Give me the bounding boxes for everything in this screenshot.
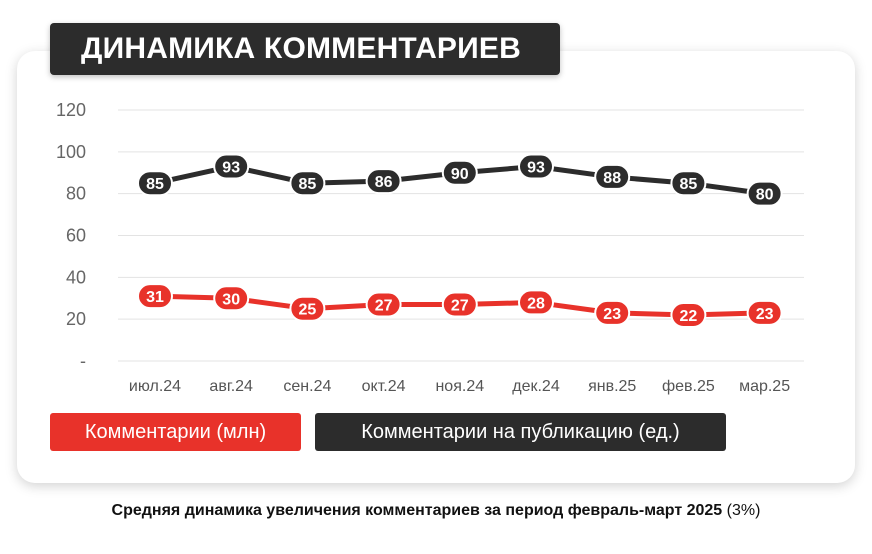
data-label: 30 <box>222 291 240 308</box>
legend-label: Комментарии на публикацию (ед.) <box>361 421 680 443</box>
data-marker <box>137 170 173 197</box>
data-label: 80 <box>756 187 774 204</box>
data-point: 28 <box>518 289 554 316</box>
caption-rest: (3%) <box>722 502 761 519</box>
y-tick-label: 120 <box>56 100 86 120</box>
data-marker <box>289 170 326 197</box>
data-marker <box>289 295 326 322</box>
data-marker <box>518 153 554 180</box>
data-point: 30 <box>213 285 250 312</box>
legend-label: Комментарии (млн) <box>84 421 267 443</box>
x-tick-label: мар.25 <box>739 378 790 395</box>
data-point: 31 <box>137 283 173 310</box>
data-label: 90 <box>451 166 469 183</box>
data-point: 23 <box>594 299 631 326</box>
chart-caption: Средняя динамика увеличения комментариев… <box>0 502 872 520</box>
data-marker <box>594 163 631 190</box>
chart-title: ДИНАМИКА КОММЕНТАРИЕВ <box>50 23 560 75</box>
data-label: 93 <box>527 159 545 176</box>
x-tick-label: фев.25 <box>662 378 715 395</box>
data-point: 27 <box>365 291 402 318</box>
data-marker <box>670 170 707 197</box>
y-tick-label: 100 <box>56 142 86 162</box>
data-point: 88 <box>594 163 631 190</box>
x-tick-label: янв.25 <box>588 378 636 395</box>
data-marker <box>670 301 707 328</box>
data-point: 93 <box>213 153 250 180</box>
data-marker <box>518 289 554 316</box>
data-marker <box>213 285 250 312</box>
legend-comments-mln: Комментарии (млн) <box>50 413 301 451</box>
data-label: 23 <box>756 306 774 323</box>
x-tick-label: ноя.24 <box>435 378 484 395</box>
x-tick-label: сен.24 <box>283 378 331 395</box>
data-label: 23 <box>603 306 621 323</box>
data-label: 85 <box>146 176 164 193</box>
data-label: 27 <box>451 298 469 315</box>
data-label: 85 <box>680 176 698 193</box>
data-label: 85 <box>299 176 317 193</box>
data-point: 93 <box>518 153 554 180</box>
y-tick-label: 40 <box>66 267 86 287</box>
data-point: 85 <box>137 170 173 197</box>
data-marker <box>137 283 173 310</box>
chart-card <box>17 51 855 483</box>
data-marker <box>746 180 783 207</box>
data-point: 23 <box>746 299 783 326</box>
data-label: 31 <box>146 289 164 306</box>
y-tick-label: 20 <box>66 309 86 329</box>
x-tick-label: дек.24 <box>512 378 560 395</box>
x-tick-label: окт.24 <box>362 378 406 395</box>
y-tick-label: 80 <box>66 184 86 204</box>
data-label: 27 <box>375 298 393 315</box>
data-label: 28 <box>527 295 545 312</box>
data-label: 25 <box>299 302 317 319</box>
data-marker <box>365 291 402 318</box>
data-marker <box>594 299 631 326</box>
data-point: 86 <box>365 168 402 195</box>
data-point: 90 <box>441 159 478 186</box>
data-point: 22 <box>670 301 707 328</box>
y-tick-label: 60 <box>66 226 86 246</box>
data-point: 85 <box>289 170 326 197</box>
caption-bold: Средняя динамика увеличения комментариев… <box>111 502 723 519</box>
data-label: 86 <box>375 174 393 191</box>
x-tick-label: июл.24 <box>129 378 181 395</box>
y-tick-label: - <box>80 351 86 371</box>
data-marker <box>213 153 250 180</box>
data-label: 88 <box>603 170 621 187</box>
x-tick-label: авг.24 <box>209 378 253 395</box>
data-point: 25 <box>289 295 326 322</box>
data-label: 93 <box>222 159 240 176</box>
data-label: 22 <box>680 308 698 325</box>
data-marker <box>365 168 402 195</box>
legend-comments-per-post: Комментарии на публикацию (ед.) <box>315 413 726 451</box>
data-point: 80 <box>746 180 783 207</box>
data-point: 85 <box>670 170 707 197</box>
data-marker <box>441 159 478 186</box>
data-marker <box>746 299 783 326</box>
data-point: 27 <box>441 291 478 318</box>
data-marker <box>441 291 478 318</box>
